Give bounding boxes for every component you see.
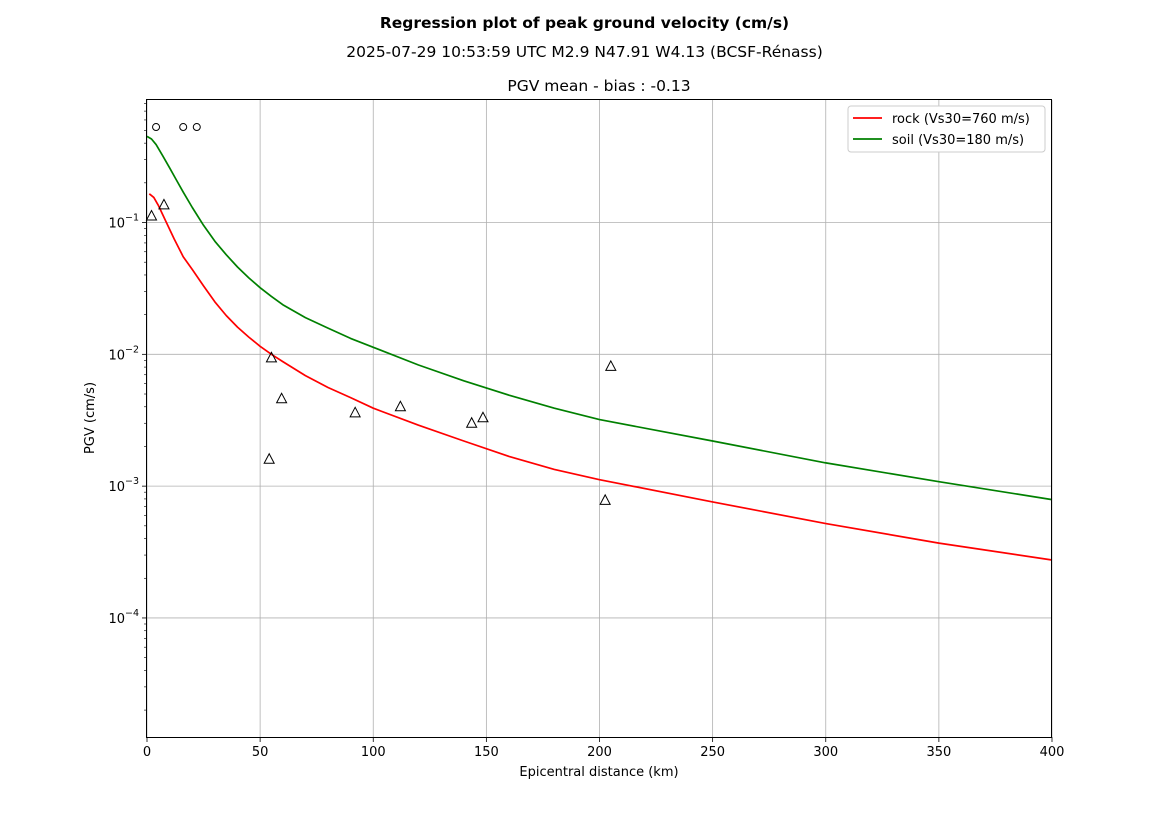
event-line: 2025-07-29 10:53:59 UTC M2.9 N47.91 W4.1… (346, 43, 823, 61)
observation-circle (152, 123, 161, 132)
observation-triangle (158, 198, 170, 210)
observation-triangle (394, 400, 407, 412)
observation-triangle (349, 406, 361, 418)
observation-circle (179, 123, 188, 132)
observation-triangle (275, 392, 288, 404)
y-tick-label: 10−2 (108, 344, 139, 363)
x-tick-label: 400 (1040, 745, 1065, 760)
observation-markers (145, 123, 617, 505)
legend-label: rock (Vs30=760 m/s) (892, 112, 1030, 127)
figure-suptitle: Regression plot of peak ground velocity … (379, 14, 790, 32)
series-line-soil (146, 135, 1053, 501)
y-tick-label: 10−3 (108, 476, 139, 495)
series-layer (146, 135, 1053, 561)
observation-triangle (265, 351, 278, 363)
x-tick-label: 250 (700, 745, 725, 760)
observation-triangle (599, 493, 611, 505)
x-tick-label: 150 (474, 745, 499, 760)
legend-box (847, 105, 1046, 153)
y-axis-label: PGV (cm/s) (83, 382, 98, 454)
x-tick-label: 0 (143, 745, 151, 760)
x-tick-label: 350 (926, 745, 951, 760)
x-axis-ticks: 0 50 100 150 200 250 300 350 400 (143, 737, 1065, 760)
observation-triangle (604, 359, 617, 371)
x-axis-label: Epicentral distance (km) (519, 765, 678, 780)
observation-triangle (145, 209, 158, 221)
x-tick-label: 200 (587, 745, 612, 760)
observation-circle (192, 123, 201, 132)
observation-triangle (465, 416, 478, 428)
x-tick-label: 100 (361, 745, 386, 760)
y-axis-ticks: 10−4 10−3 10−2 10−1 (108, 103, 147, 711)
observation-triangle (263, 452, 276, 464)
y-tick-label: 10−1 (108, 213, 139, 232)
plot-frame (146, 99, 1052, 738)
observation-triangle (477, 411, 489, 423)
legend-label: soil (Vs30=180 m/s) (892, 133, 1024, 148)
y-tick-label: 10−4 (108, 608, 139, 627)
series-line-rock (148, 193, 1053, 561)
x-tick-label: 50 (252, 745, 269, 760)
legend: rock (Vs30=760 m/s) soil (Vs30=180 m/s) (847, 105, 1046, 153)
axes-title: PGV mean - bias : -0.13 (507, 77, 690, 95)
x-tick-label: 300 (813, 745, 838, 760)
grid-lines (146, 100, 1053, 737)
